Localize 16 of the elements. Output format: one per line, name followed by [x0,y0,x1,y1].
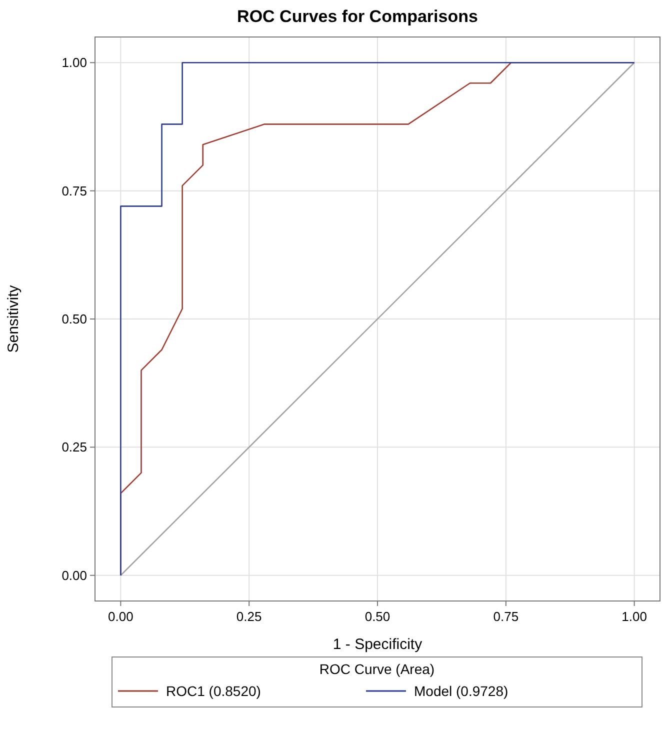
chart-title: ROC Curves for Comparisons [237,7,478,26]
x-tick-label: 0.75 [493,609,519,624]
y-tick-label: 1.00 [62,55,87,70]
y-tick-label: 0.25 [62,440,87,455]
y-axis-title: Sensitivity [5,284,22,353]
x-tick-label: 0.50 [364,609,390,624]
x-axis-title: 1 - Specificity [332,636,423,653]
y-tick-label: 0.00 [62,568,87,583]
x-tick-label: 0.00 [108,609,134,624]
y-tick-label: 0.75 [62,183,87,198]
x-tick-label: 1.00 [622,609,647,624]
legend-label: ROC1 (0.8520) [166,683,261,699]
legend-label: Model (0.9728) [414,683,508,699]
legend-title: ROC Curve (Area) [319,661,435,677]
x-tick-label: 0.25 [236,609,262,624]
y-tick-label: 0.50 [62,312,87,326]
